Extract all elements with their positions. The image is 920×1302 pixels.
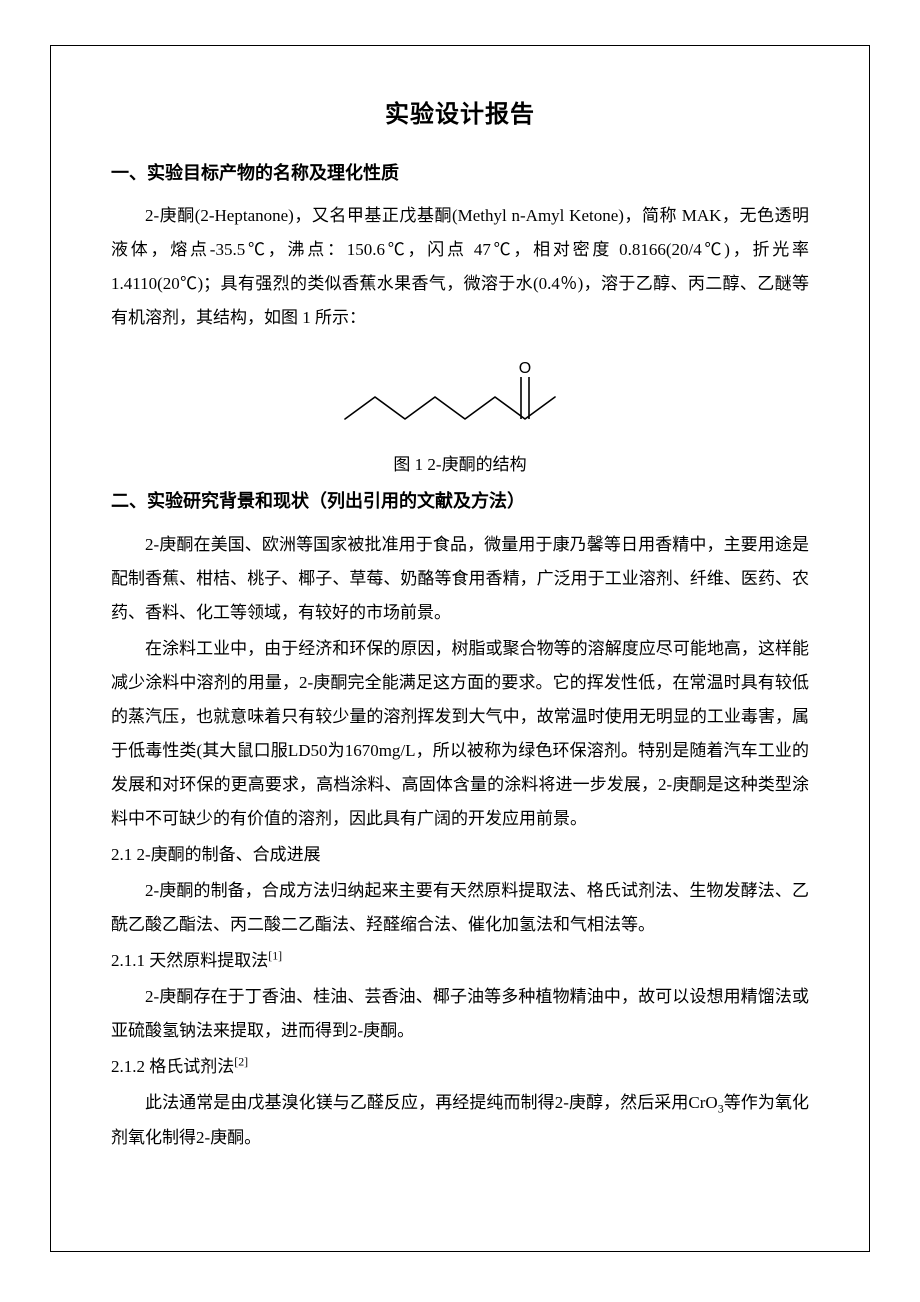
section1-heading: 一、实验目标产物的名称及理化性质: [111, 157, 809, 189]
svg-text:O: O: [519, 360, 531, 377]
subheading-2-1: 2.1 2-庚酮的制备、合成进展: [111, 838, 809, 872]
section1-para1: 2-庚酮(2-Heptanone)，又名甲基正戊基酮(Methyl n-Amyl…: [111, 199, 809, 335]
section2-para1: 2-庚酮在美国、欧洲等国家被批准用于食品，微量用于康乃馨等日用香精中，主要用途是…: [111, 528, 809, 630]
para5-pre: 此法通常是由戊基溴化镁与乙醛反应，再经提纯而制得2-庚醇，然后采用CrO: [145, 1093, 718, 1112]
subheading-2-1-1-text: 2.1.1 天然原料提取法: [111, 951, 268, 970]
subheading-2-1-2-text: 2.1.2 格氏试剂法: [111, 1057, 234, 1076]
subheading-2-1-1: 2.1.1 天然原料提取法[1]: [111, 944, 809, 978]
section2-para4: 2-庚酮存在于丁香油、桂油、芸香油、椰子油等多种植物精油中，故可以设想用精馏法或…: [111, 980, 809, 1048]
document-title: 实验设计报告: [111, 94, 809, 129]
ref-2: [2]: [234, 1054, 248, 1068]
figure1-caption: 图 1 2-庚酮的结构: [111, 450, 809, 475]
molecule-diagram: O: [330, 349, 590, 439]
document-page: 实验设计报告 一、实验目标产物的名称及理化性质 2-庚酮(2-Heptanone…: [0, 0, 920, 1302]
subheading-2-1-2: 2.1.2 格氏试剂法[2]: [111, 1050, 809, 1084]
section2-para2: 在涂料工业中，由于经济和环保的原因，树脂或聚合物等的溶解度应尽可能地高，这样能减…: [111, 632, 809, 836]
section2-heading: 二、实验研究背景和现状（列出引用的文献及方法）: [111, 485, 809, 517]
section2-para3: 2-庚酮的制备，合成方法归纳起来主要有天然原料提取法、格氏试剂法、生物发酵法、乙…: [111, 874, 809, 942]
page-border: 实验设计报告 一、实验目标产物的名称及理化性质 2-庚酮(2-Heptanone…: [50, 45, 870, 1252]
figure1: O 图 1 2-庚酮的结构: [111, 349, 809, 475]
section2-para5: 此法通常是由戊基溴化镁与乙醛反应，再经提纯而制得2-庚醇，然后采用CrO3等作为…: [111, 1086, 809, 1155]
ref-1: [1]: [268, 948, 282, 962]
